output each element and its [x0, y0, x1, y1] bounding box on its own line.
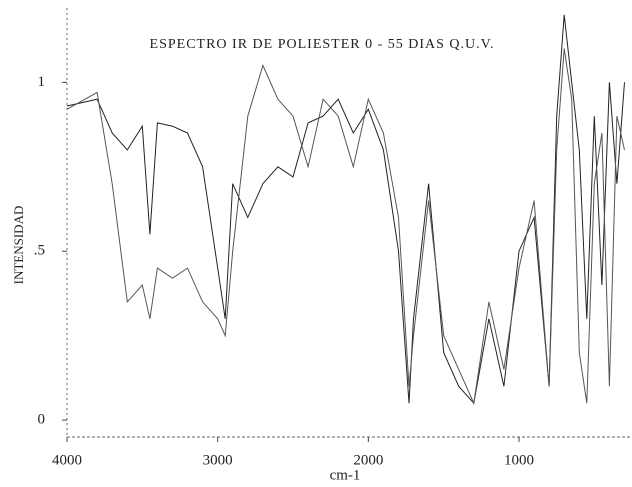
x-tick-label: 3000 — [203, 452, 233, 468]
spectrum-line — [66, 48, 625, 405]
y-axis-label: INTENSIDAD — [11, 206, 26, 285]
x-tick-label: 4000 — [52, 452, 82, 468]
x-tick-label: 2000 — [353, 452, 383, 468]
chart-title: ESPECTRO IR DE POLIESTER 0 - 55 DIAS Q.U… — [150, 37, 495, 52]
x-tick-label: 1000 — [504, 452, 534, 468]
x-axis-label: cm-1 — [330, 467, 361, 483]
spectrum-line — [66, 14, 625, 405]
y-tick-label: .5 — [34, 243, 45, 259]
y-tick-label: 1 — [38, 74, 46, 90]
y-tick-label: 0 — [38, 412, 46, 428]
